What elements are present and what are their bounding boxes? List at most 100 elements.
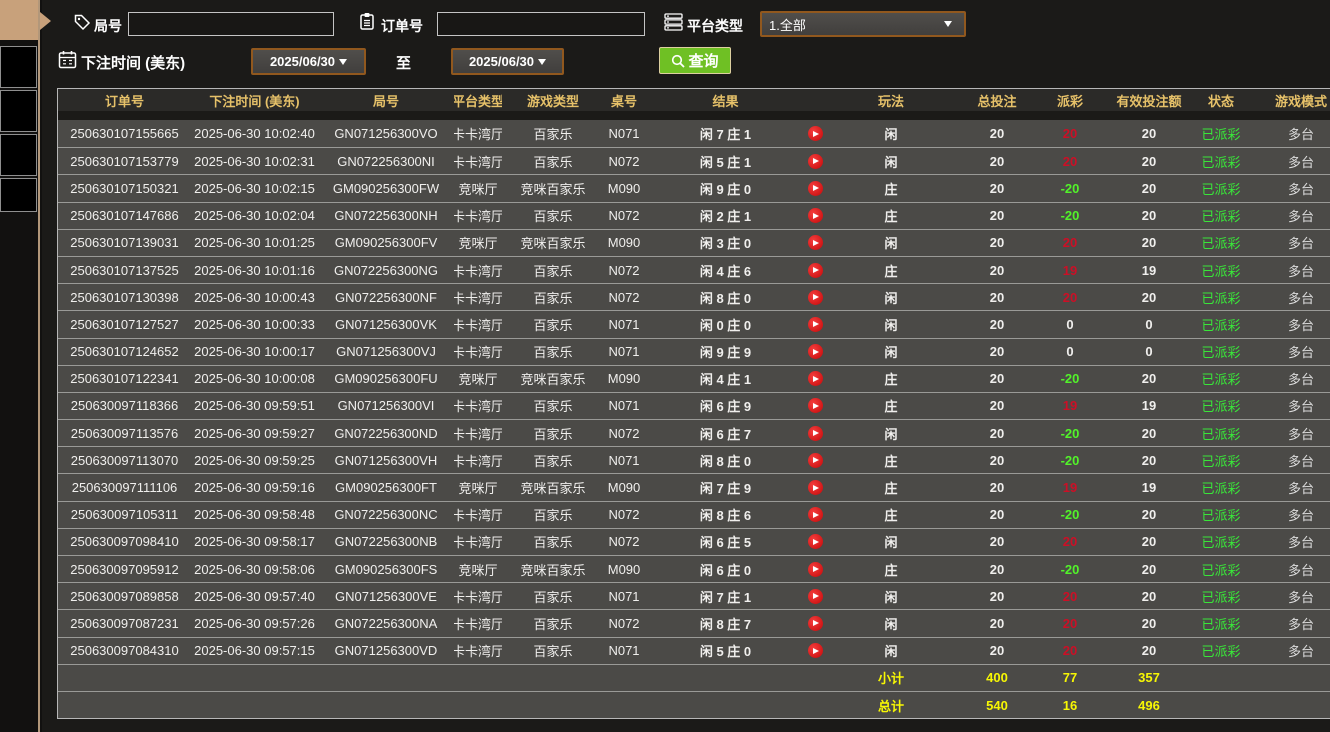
replay-play-icon[interactable] — [807, 480, 823, 496]
cell-game-type: 百家乐 — [533, 616, 573, 632]
cell-table-number: M090 — [607, 235, 641, 251]
round-number-input[interactable] — [128, 12, 334, 36]
cell-bet-time: 2025-06-30 09:58:06 — [194, 561, 315, 577]
cell-order-number: 250630097113070 — [70, 452, 179, 468]
cell-round-number: GN072256300NC — [334, 507, 438, 523]
replay-play-icon[interactable] — [807, 561, 823, 577]
sidebar-divider-line — [38, 0, 40, 732]
replay-play-icon[interactable] — [807, 371, 823, 387]
cell-result: 闲 9 庄 0 — [699, 181, 752, 197]
platform-type-select[interactable]: 1.全部 — [760, 11, 966, 37]
query-button-label: 查询 — [688, 53, 719, 70]
replay-play-icon[interactable] — [807, 208, 823, 224]
date-to-select[interactable]: 2025/06/30 — [451, 48, 564, 75]
cell-table-number: N072 — [608, 262, 640, 278]
cell-status: 已派彩 — [1201, 616, 1241, 632]
cell-order-number: 250630107153779 — [70, 153, 179, 169]
table-row: 250630107155665 2025-06-30 10:02:40 GN07… — [58, 120, 1330, 148]
cell-bet-time: 2025-06-30 09:59:27 — [194, 425, 315, 441]
cell-payout: 0 — [1066, 316, 1074, 332]
replay-play-icon[interactable] — [807, 344, 823, 360]
subtotal-payout: 77 — [1062, 670, 1078, 686]
cell-valid-bet: 19 — [1141, 262, 1157, 278]
replay-play-icon[interactable] — [807, 534, 823, 550]
table-body: 250630107155665 2025-06-30 10:02:40 GN07… — [58, 120, 1330, 664]
cell-total-bet: 20 — [989, 262, 1005, 278]
replay-play-icon[interactable] — [807, 262, 823, 278]
cell-game-type: 竞咪百家乐 — [520, 181, 586, 197]
table-row: 250630097105311 2025-06-30 09:58:48 GN07… — [58, 500, 1330, 528]
cell-order-number: 250630107137525 — [70, 262, 179, 278]
sidebar-menu-item[interactable] — [0, 134, 37, 176]
replay-play-icon[interactable] — [807, 425, 823, 441]
cell-payout: 20 — [1062, 289, 1078, 305]
cell-game-type: 竞咪百家乐 — [520, 562, 586, 578]
replay-play-icon[interactable] — [807, 398, 823, 414]
cell-valid-bet: 20 — [1141, 180, 1157, 196]
cell-bet-time: 2025-06-30 09:59:25 — [194, 452, 315, 468]
cell-payout: 20 — [1062, 126, 1078, 142]
cell-bet-time: 2025-06-30 10:00:08 — [194, 371, 315, 387]
bet-time-label: 下注时间 (美东) — [81, 55, 186, 72]
cell-bet-time: 2025-06-30 10:00:33 — [194, 316, 315, 332]
platform-type-value: 1.全部 — [769, 17, 806, 33]
query-button[interactable]: 查询 — [659, 47, 731, 74]
cell-valid-bet: 20 — [1141, 208, 1157, 224]
replay-play-icon[interactable] — [807, 452, 823, 468]
cell-result: 闲 3 庄 0 — [699, 236, 752, 252]
date-from-select[interactable]: 2025/06/30 — [251, 48, 366, 75]
replay-play-icon[interactable] — [807, 507, 823, 523]
cell-game-mode: 多台 — [1287, 290, 1314, 306]
cell-valid-bet: 20 — [1141, 289, 1157, 305]
cell-bet-time: 2025-06-30 10:02:40 — [194, 126, 315, 142]
cell-table-number: N072 — [608, 507, 640, 523]
cell-platform-type: 卡卡湾厅 — [454, 154, 502, 170]
cell-round-number: GN072256300NI — [337, 153, 435, 169]
cell-status: 已派彩 — [1201, 589, 1241, 605]
order-number-input[interactable] — [437, 12, 645, 36]
cell-platform-type: 竞咪厅 — [458, 236, 498, 252]
cell-payout: -20 — [1060, 371, 1080, 387]
cell-status: 已派彩 — [1201, 562, 1241, 578]
cell-platform-type: 卡卡湾厅 — [454, 426, 502, 442]
cell-bet-time: 2025-06-30 09:59:16 — [194, 480, 315, 496]
cell-game-type: 竞咪百家乐 — [520, 236, 586, 252]
sidebar-menu-item[interactable] — [0, 46, 37, 123]
cell-payout: 19 — [1062, 262, 1078, 278]
cell-bet-time: 2025-06-30 09:58:17 — [194, 534, 315, 550]
replay-play-icon[interactable] — [807, 153, 823, 169]
replay-play-icon[interactable] — [807, 235, 823, 251]
cell-platform-type: 竞咪厅 — [458, 181, 498, 197]
cell-order-number: 250630107155665 — [70, 126, 179, 142]
cell-result: 闲 7 庄 1 — [699, 589, 752, 605]
cell-total-bet: 20 — [989, 480, 1005, 496]
sidebar-menu-item[interactable] — [0, 178, 37, 212]
cell-round-number: GN072256300NH — [334, 208, 438, 224]
cell-game-mode: 多台 — [1287, 535, 1314, 551]
replay-play-icon[interactable] — [807, 643, 823, 659]
cell-order-number: 250630097111106 — [71, 480, 178, 496]
cell-platform-type: 卡卡湾厅 — [454, 589, 502, 605]
replay-play-icon[interactable] — [807, 180, 823, 196]
cell-round-number: GN072256300NF — [335, 289, 437, 305]
sidebar-menu-item[interactable] — [0, 90, 37, 132]
cell-result: 闲 9 庄 9 — [699, 345, 752, 361]
cell-order-number: 250630107147686 — [70, 208, 179, 224]
replay-play-icon[interactable] — [807, 588, 823, 604]
cell-order-number: 250630107122341 — [70, 371, 179, 387]
cell-platform-type: 卡卡湾厅 — [454, 508, 502, 524]
cell-order-number: 250630097105311 — [70, 507, 179, 523]
replay-play-icon[interactable] — [807, 615, 823, 631]
replay-play-icon[interactable] — [807, 316, 823, 332]
header-bet-time: 下注时间 (美东) — [209, 93, 300, 109]
replay-play-icon[interactable] — [807, 126, 823, 142]
table-row: 250630097089858 2025-06-30 09:57:40 GN07… — [58, 582, 1330, 610]
header-payout: 派彩 — [1056, 93, 1083, 109]
cell-game-mode: 多台 — [1287, 644, 1314, 660]
search-icon — [671, 54, 686, 68]
replay-play-icon[interactable] — [807, 289, 823, 305]
cell-table-number: N072 — [608, 208, 640, 224]
cell-game-type: 百家乐 — [533, 426, 573, 442]
date-from-value: 2025/06/30 — [269, 54, 336, 69]
cell-payout: -20 — [1060, 561, 1080, 577]
